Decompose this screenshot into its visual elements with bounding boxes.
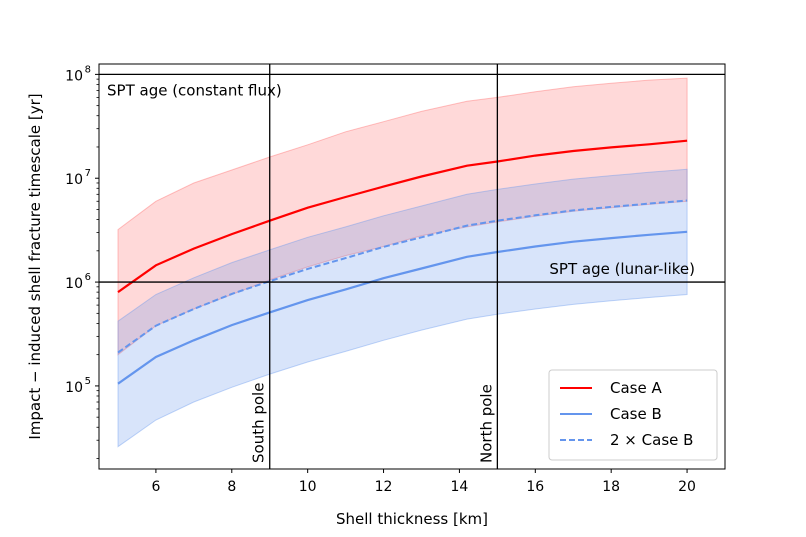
annotation-spt-age-constant-flux: SPT age (constant flux) bbox=[107, 81, 282, 99]
y-tick-label: 10 bbox=[65, 172, 83, 188]
annotation-spt-age-lunar-like: SPT age (lunar-like) bbox=[549, 260, 695, 278]
y-tick-label: 10 bbox=[65, 380, 83, 396]
x-tick-label: 10 bbox=[299, 479, 317, 495]
annotations: SPT age (constant flux) SPT age (lunar-li… bbox=[107, 81, 695, 463]
y-axis-label: Impact − induced shell fracture timescal… bbox=[26, 93, 44, 439]
x-axis-ticks: 6 8 10 12 14 16 18 20 bbox=[151, 469, 696, 495]
y-tick-label: 10 bbox=[65, 276, 83, 292]
legend-box bbox=[548, 369, 718, 461]
y-tick-exponent: 5 bbox=[85, 376, 91, 387]
line-case-b bbox=[117, 230, 688, 385]
plot-frame bbox=[98, 63, 726, 470]
reference-lines bbox=[99, 64, 725, 469]
legend-label-2-case-b: 2 × Case B bbox=[610, 431, 693, 449]
y-tick-label: 10 bbox=[65, 68, 83, 84]
x-tick-label: 12 bbox=[375, 479, 393, 495]
annotation-south-pole: South pole bbox=[250, 383, 268, 463]
x-tick-label: 20 bbox=[678, 479, 696, 495]
y-tick-exponent: 6 bbox=[85, 272, 91, 283]
annotation-north-pole: North pole bbox=[477, 384, 495, 463]
x-tick-label: 16 bbox=[526, 479, 544, 495]
legend-label-case-b: Case B bbox=[610, 405, 662, 423]
x-tick-label: 14 bbox=[451, 479, 469, 495]
y-tick-exponent: 8 bbox=[85, 64, 91, 75]
y-tick-exponent: 7 bbox=[85, 168, 91, 179]
x-tick-label: 18 bbox=[602, 479, 620, 495]
x-tick-label: 6 bbox=[151, 479, 160, 495]
line-case-a bbox=[117, 139, 688, 293]
series-lines bbox=[117, 139, 688, 385]
band-case-b bbox=[117, 168, 688, 448]
x-axis-label: Shell thickness [km] bbox=[336, 510, 488, 528]
line-2-case-b bbox=[117, 199, 688, 354]
legend-label-case-a: Case A bbox=[610, 379, 662, 397]
x-tick-label: 8 bbox=[227, 479, 236, 495]
legend: Case A Case B 2 × Case B bbox=[548, 369, 718, 461]
